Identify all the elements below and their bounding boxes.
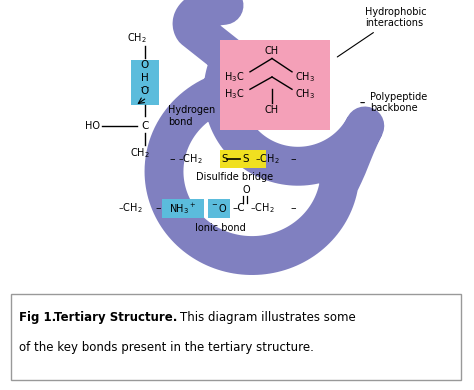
Text: O: O xyxy=(242,185,250,195)
Text: –: – xyxy=(169,154,175,164)
Text: bond: bond xyxy=(168,117,192,127)
Text: –: – xyxy=(290,203,296,213)
Text: H$_3$C: H$_3$C xyxy=(224,70,244,84)
Text: CH$_2$: CH$_2$ xyxy=(127,31,147,45)
Text: HO: HO xyxy=(85,121,100,131)
Text: O: O xyxy=(141,86,149,96)
Text: CH: CH xyxy=(265,105,279,115)
Text: CH$_2$: CH$_2$ xyxy=(130,146,150,160)
Text: H$_3$C: H$_3$C xyxy=(224,87,244,101)
Text: H: H xyxy=(141,73,149,83)
Text: of the key bonds present in the tertiary structure.: of the key bonds present in the tertiary… xyxy=(19,341,314,354)
Text: –CH$_2$: –CH$_2$ xyxy=(118,202,143,215)
Text: Fig 1.: Fig 1. xyxy=(19,311,56,324)
Bar xyxy=(208,199,230,218)
Text: O: O xyxy=(141,60,149,70)
Text: Disulfide bridge: Disulfide bridge xyxy=(196,172,273,181)
Text: S: S xyxy=(221,154,228,164)
Text: CH$_3$: CH$_3$ xyxy=(295,87,315,101)
Text: Tertiary Structure.: Tertiary Structure. xyxy=(54,311,177,324)
Text: ·: · xyxy=(146,82,150,95)
Text: –: – xyxy=(290,154,296,164)
Bar xyxy=(162,199,204,218)
Bar xyxy=(220,150,266,168)
Text: –CH$_2$: –CH$_2$ xyxy=(255,152,280,166)
Text: This diagram illustrates some: This diagram illustrates some xyxy=(181,311,356,324)
Text: $^-$O: $^-$O xyxy=(210,202,228,214)
Text: CH$_3$: CH$_3$ xyxy=(295,70,315,84)
Text: C: C xyxy=(141,121,149,131)
Text: Ionic bond: Ionic bond xyxy=(195,223,246,233)
Text: –C: –C xyxy=(233,203,246,213)
Text: S: S xyxy=(242,154,249,164)
Text: CH: CH xyxy=(265,46,279,56)
Bar xyxy=(131,60,159,105)
Text: –: – xyxy=(155,203,161,213)
Text: Polypeptide
backbone: Polypeptide backbone xyxy=(361,92,427,113)
Text: Hydrogen: Hydrogen xyxy=(168,105,215,115)
Text: ·: · xyxy=(140,82,144,95)
Bar xyxy=(220,40,330,130)
Text: –CH$_2$: –CH$_2$ xyxy=(178,152,203,166)
Text: NH$_3$$^+$: NH$_3$$^+$ xyxy=(169,201,197,216)
Text: Hydrophobic
interactions: Hydrophobic interactions xyxy=(337,7,427,57)
Text: –CH$_2$: –CH$_2$ xyxy=(250,202,274,215)
